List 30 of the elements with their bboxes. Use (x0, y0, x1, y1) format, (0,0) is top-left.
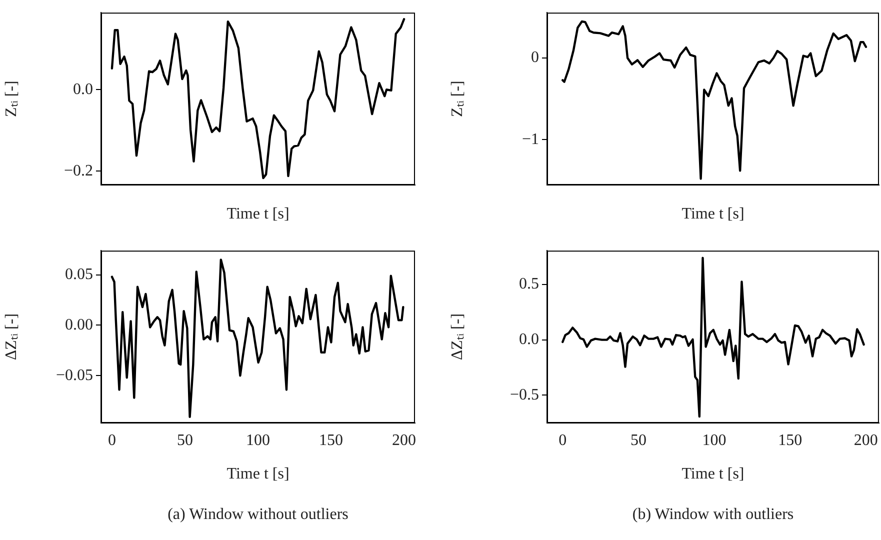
x-tick-label: 50 (630, 432, 646, 449)
x-tick-label: 0 (108, 432, 116, 449)
text: (a) Window without outliers (168, 506, 348, 524)
y-axis-title: ΔZₜᵢ [-] (448, 313, 466, 360)
y-tick-label: −0.05 (56, 366, 93, 384)
y-axis-title: ΔZₜᵢ [-] (2, 313, 20, 360)
x-axis-title: Time t [s] (226, 466, 290, 483)
x-tick-label: 200 (854, 432, 878, 449)
y-axis-title: Zₜᵢ [-] (448, 80, 466, 117)
y-axis-title: Zₜᵢ [-] (2, 80, 20, 117)
x-axis-title: Time t [s] (682, 206, 744, 223)
y-tick-label: 0.5 (519, 276, 539, 293)
x-axis-title: Time t [s] (682, 466, 744, 483)
y-tick-label: 0.00 (65, 316, 93, 334)
x-tick-label: 200 (392, 432, 416, 449)
y-tick-label: −0.2 (64, 162, 93, 180)
x-tick-label: 0 (558, 432, 567, 449)
x-tick-label: 50 (176, 432, 193, 449)
y-tick-label: −1 (522, 130, 539, 148)
x-axis-title: Time t [s] (226, 206, 290, 223)
y-tick-label: 0.0 (519, 330, 539, 348)
x-tick-label: 100 (702, 432, 726, 449)
text: (b) Window with outliers (632, 506, 794, 524)
x-tick-label: 100 (246, 432, 270, 449)
x-tick-label: 150 (319, 432, 344, 449)
y-tick-label: 0.05 (65, 266, 93, 283)
y-tick-label: −0.5 (510, 386, 539, 404)
x-tick-label: 150 (778, 432, 802, 449)
y-tick-label: 0 (531, 49, 539, 66)
y-tick-label: 0.0 (73, 80, 93, 98)
